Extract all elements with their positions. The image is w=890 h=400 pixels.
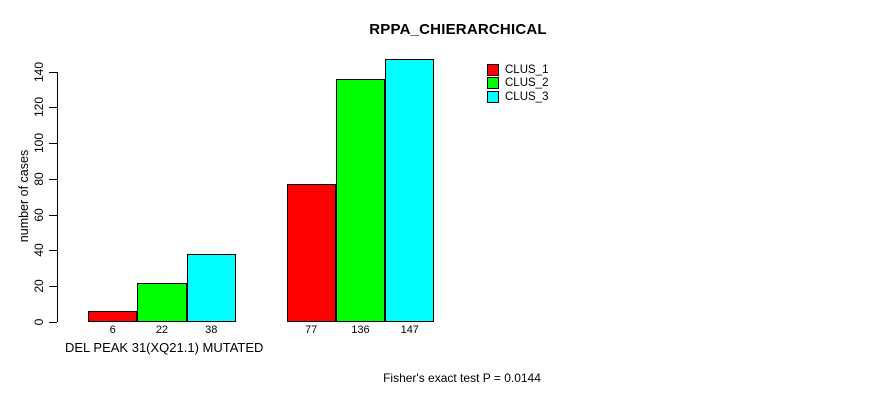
bar-value-label: 38 — [205, 324, 218, 336]
y-tick-label: 100 — [32, 133, 46, 154]
bar-value-label: 147 — [400, 324, 419, 336]
legend-item-clus_1: CLUS_1 — [487, 64, 548, 76]
chart-title: RPPA_CHIERARCHICAL — [369, 21, 547, 38]
y-tick — [49, 214, 57, 216]
y-tick — [49, 286, 57, 288]
legend-item-clus_2: CLUS_2 — [487, 77, 549, 90]
bar-clus_1-group2 — [286, 184, 336, 322]
bar-clus_3-group1 — [186, 254, 236, 322]
y-tick-label: 0 — [32, 318, 46, 326]
fisher-test-annotation: Fisher's exact test P = 0.0144 — [383, 371, 541, 385]
legend: CLUS_1 CLUS_2 CLUS_3 — [487, 64, 548, 103]
y-tick-label: 40 — [32, 243, 46, 258]
y-tick-label: 60 — [32, 207, 46, 222]
y-tick — [49, 250, 57, 252]
y-tick-label: 80 — [32, 172, 46, 186]
bar-value-label: 6 — [109, 324, 116, 336]
legend-label: CLUS_2 — [505, 77, 549, 90]
y-tick-label: 20 — [32, 279, 46, 293]
legend-label: CLUS_3 — [505, 90, 549, 103]
bar-value-label: 22 — [155, 324, 169, 336]
y-tick — [49, 107, 57, 109]
y-tick-label: 120 — [32, 97, 46, 118]
bar-clus_2-group1 — [137, 282, 187, 322]
legend-swatch-icon — [487, 64, 499, 76]
bar-clus_2-group2 — [335, 78, 386, 322]
y-tick — [49, 178, 57, 180]
bar-clus_3-group2 — [385, 58, 435, 322]
y-tick — [49, 143, 57, 145]
bar-value-label: 136 — [351, 324, 370, 336]
bar-clus_1-group1 — [88, 311, 138, 322]
legend-label: CLUS_1 — [505, 64, 549, 76]
legend-item-clus_3: CLUS_3 — [487, 90, 549, 103]
legend-swatch-icon — [487, 90, 499, 103]
y-tick-label: 140 — [32, 61, 46, 82]
y-tick — [49, 71, 57, 73]
y-tick — [49, 322, 57, 323]
bar-value-label: 77 — [305, 324, 318, 336]
legend-swatch-icon — [487, 77, 499, 90]
y-axis-line — [56, 71, 58, 322]
x-axis-label: DEL PEAK 31(XQ21.1) MUTATED — [65, 340, 264, 355]
